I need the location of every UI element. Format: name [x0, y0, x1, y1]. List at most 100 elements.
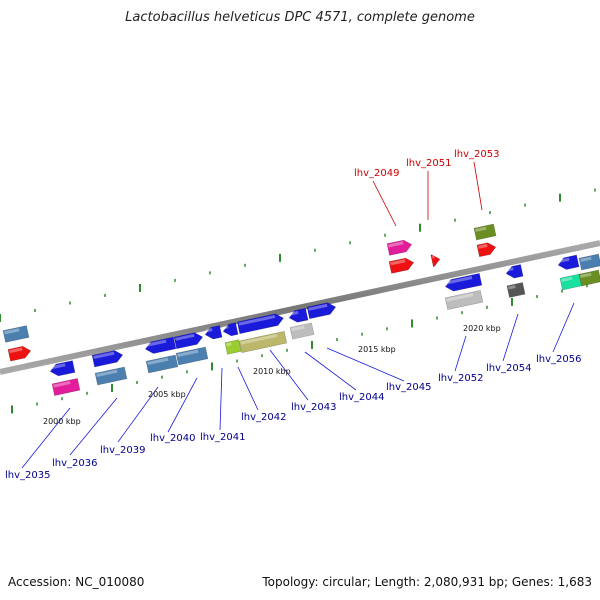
gene-highlight: [177, 349, 199, 357]
gene-label-lhv-2054: lhv_2054: [486, 363, 531, 374]
gene-highlight: [205, 328, 213, 333]
gene-highlight: [432, 255, 435, 259]
gene-highlight: [445, 276, 473, 285]
gene-label-lhv-2039: lhv_2039: [100, 445, 145, 456]
gene-label-lhv-2036: lhv_2036: [52, 458, 97, 469]
gene-label-lhv-2035: lhv_2035: [5, 470, 50, 481]
gene-arrow: [306, 302, 337, 320]
gene-arrow: [505, 264, 524, 279]
gene-highlight: [475, 226, 487, 232]
gene-highlight: [390, 259, 406, 266]
gene-arrow: [2, 325, 30, 343]
gene-highlight: [9, 347, 23, 354]
gene-label-lhv-2052: lhv_2052: [438, 373, 483, 384]
leader-line: [304, 351, 357, 391]
gene-label-lhv-2040: lhv_2040: [150, 433, 195, 444]
gene-highlight: [175, 333, 195, 341]
leader-line: [269, 349, 309, 401]
gene-arrow: [204, 325, 223, 340]
gene-arrow: [173, 332, 204, 350]
gene-highlight: [561, 276, 573, 282]
gene-highlight: [226, 342, 232, 347]
gene-label-lhv-2049: lhv_2049: [354, 168, 399, 179]
topology-info-text: Topology: circular; Length: 2,080,931 bp…: [262, 575, 592, 589]
gene-highlight: [446, 293, 474, 302]
scale-label-2005: 2005 kbp: [148, 390, 186, 399]
gene-highlight: [558, 257, 570, 263]
gene-label-lhv-2053: lhv_2053: [454, 149, 499, 160]
label-leader-lines: [21, 161, 575, 469]
leader-line: [502, 313, 519, 362]
gene-arrow: [476, 242, 497, 258]
gene-arrow: [222, 322, 239, 337]
gene-highlight: [223, 325, 229, 330]
leader-line: [117, 386, 159, 443]
gene-highlight: [93, 351, 115, 359]
gene-label-lhv-2043: lhv_2043: [291, 402, 336, 413]
gene-highlight: [291, 325, 305, 332]
gene-highlight: [289, 310, 299, 316]
gene-arrow: [145, 354, 179, 374]
gene-highlight: [96, 369, 118, 377]
scale-label-2020: 2020 kbp: [463, 324, 501, 333]
map-title: Lactobacillus helveticus DPC 4571, compl…: [125, 10, 475, 25]
gene-highlight: [53, 381, 71, 388]
gene-highlight: [238, 314, 276, 326]
gene-arrow: [94, 366, 128, 386]
gene-arrow: [91, 350, 124, 368]
gene-highlight: [50, 363, 66, 370]
leader-line: [372, 180, 397, 227]
leader-line: [454, 335, 467, 372]
leader-line: [21, 407, 71, 469]
gene-highlight: [240, 333, 278, 345]
gene-arrow: [559, 273, 583, 291]
gene-highlight: [506, 267, 514, 272]
gene-arrow: [289, 322, 315, 340]
gene-arrow: [506, 282, 526, 298]
leader-line: [69, 397, 118, 456]
gene-arrow: [51, 378, 81, 396]
gene-highlight: [145, 339, 167, 347]
accession-text: Accession: NC_010080: [8, 575, 145, 589]
leader-line: [552, 302, 575, 353]
leader-line: [167, 377, 198, 433]
gene-arrow: [444, 272, 483, 292]
gene-arrow: [7, 345, 32, 362]
gene-label-lhv-2044: lhv_2044: [339, 392, 384, 403]
gene-label-lhv-2041: lhv_2041: [200, 432, 245, 443]
tick-marks: [0, 188, 596, 414]
gene-arrow: [578, 269, 600, 287]
gene-arrow: [388, 257, 415, 274]
gene-highlight: [508, 285, 516, 290]
gene-highlight: [308, 303, 328, 311]
scale-label-2000: 2000 kbp: [43, 417, 81, 426]
scale-label-2010: 2010 kbp: [253, 367, 291, 376]
gene-highlight: [580, 256, 592, 262]
gene-highlight: [478, 243, 488, 249]
gene-arrow: [386, 239, 413, 256]
leader-line: [237, 366, 259, 411]
leader-line: [219, 367, 223, 431]
leader-line: [473, 161, 483, 211]
gene-label-lhv-2056: lhv_2056: [536, 354, 581, 365]
scale-label-2015: 2015 kbp: [358, 345, 396, 354]
gene-label-lhv-2045: lhv_2045: [386, 382, 431, 393]
gene-arrow: [238, 330, 288, 354]
gene-arrow: [224, 339, 242, 355]
gene-arrow: [144, 336, 177, 354]
gene-label-lhv-2042: lhv_2042: [241, 412, 286, 423]
gene-arrow: [557, 254, 580, 270]
gene-arrow: [473, 223, 497, 241]
gene-arrow: [578, 253, 600, 271]
gene-highlight: [388, 241, 404, 248]
gene-label-lhv-2051: lhv_2051: [406, 158, 451, 169]
gene-highlight: [580, 272, 592, 278]
gene-arrow: [430, 254, 441, 268]
genome-backbone: [0, 240, 600, 375]
gene-arrow: [49, 360, 76, 377]
gene-arrow: [444, 289, 484, 311]
gene-highlight: [4, 328, 20, 335]
gene-arrow: [288, 307, 309, 323]
gene-highlight: [147, 357, 169, 365]
